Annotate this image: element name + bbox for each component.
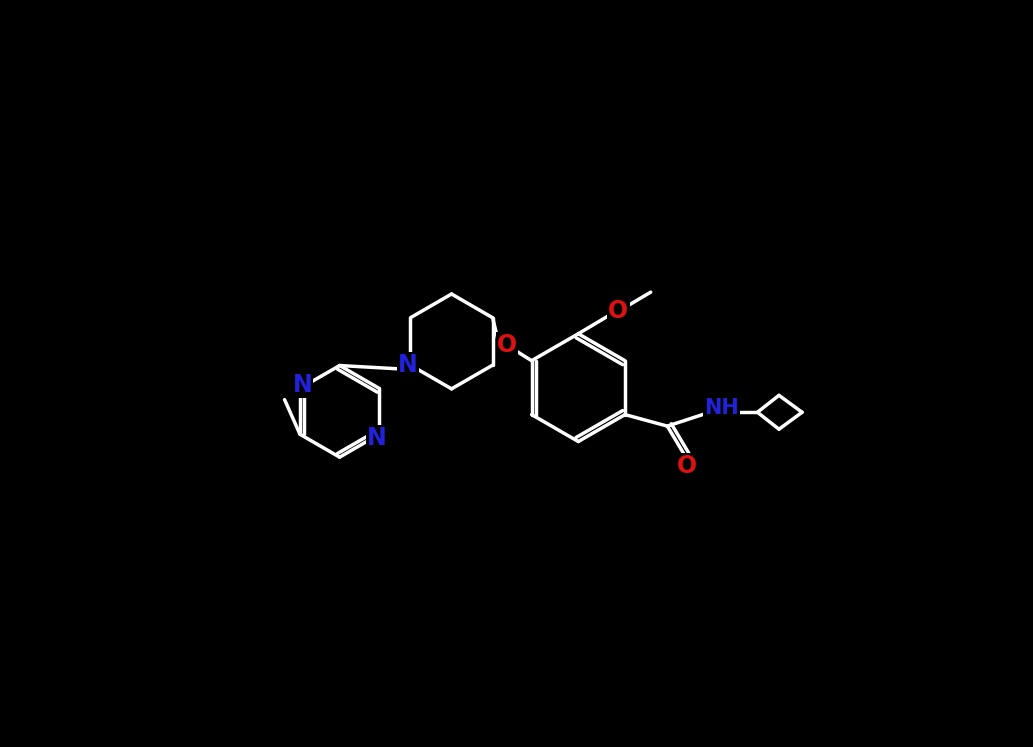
Text: NH: NH [703,398,739,418]
Text: O: O [677,454,696,478]
Text: N: N [399,353,418,377]
Text: O: O [497,333,518,357]
Text: N: N [367,426,387,450]
Text: N: N [292,373,312,397]
Text: O: O [608,299,628,323]
